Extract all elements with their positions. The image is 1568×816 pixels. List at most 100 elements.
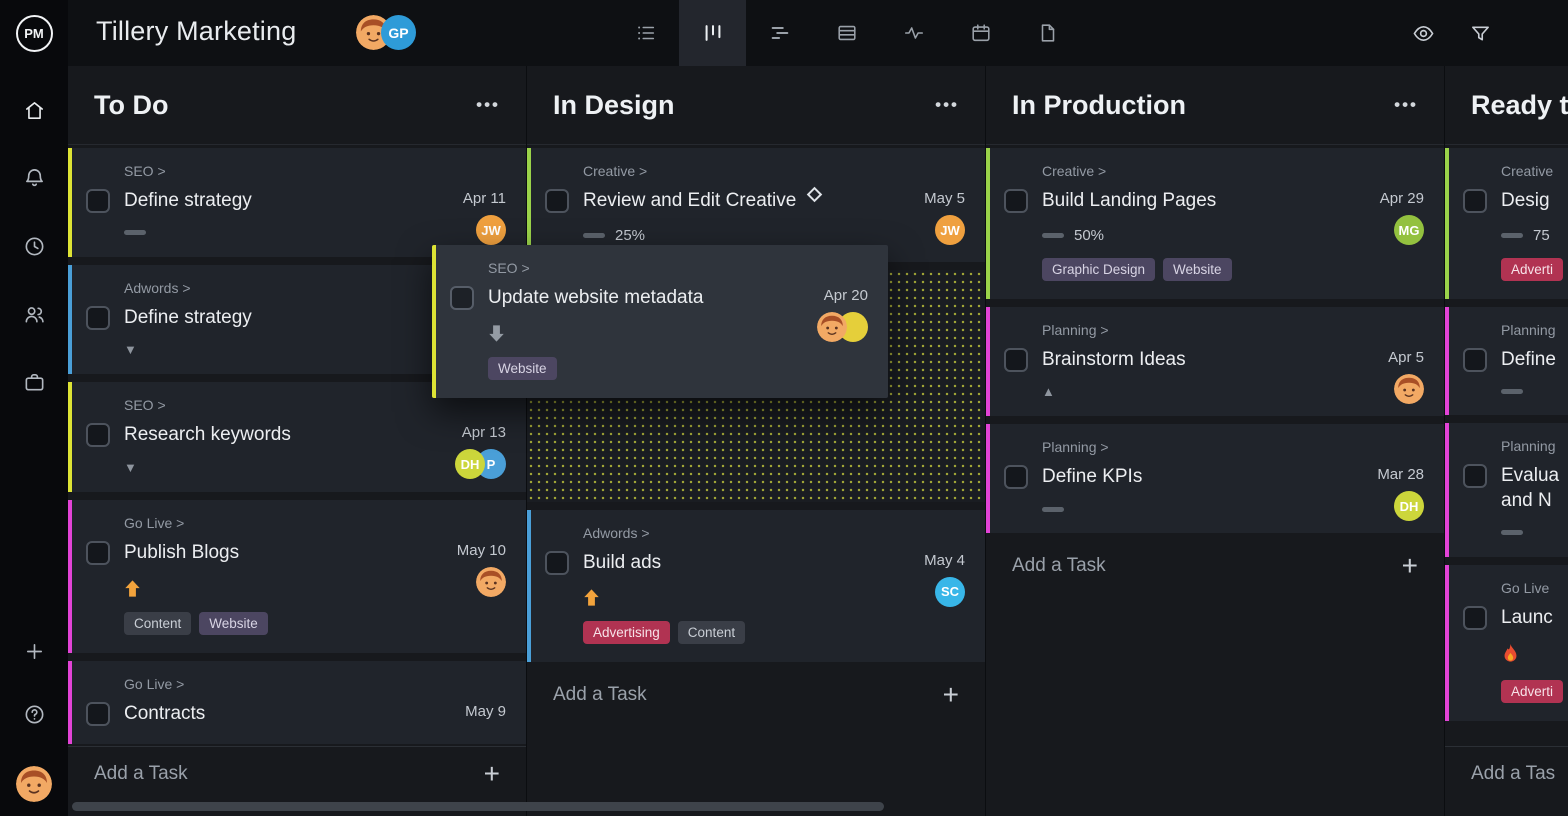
view-tab-board-view[interactable]: [679, 0, 746, 66]
view-tab-activity-view[interactable]: [880, 0, 947, 66]
task-checkbox[interactable]: [86, 306, 110, 330]
task-checkbox[interactable]: [1004, 465, 1028, 489]
task-checkbox[interactable]: [545, 189, 569, 213]
clock-icon[interactable]: [23, 235, 46, 258]
task-checkbox[interactable]: [1004, 189, 1028, 213]
plus-icon[interactable]: [23, 640, 46, 663]
task-checkbox[interactable]: [86, 541, 110, 565]
add-task-label: Add a Task: [94, 763, 188, 785]
project-member-avatars[interactable]: GP: [356, 15, 416, 50]
dragged-task-card[interactable]: SEO >Update website metadataWebsiteApr 2…: [432, 245, 888, 398]
add-task-button[interactable]: Add a Task+: [986, 537, 1444, 595]
current-user-avatar[interactable]: [16, 766, 52, 802]
progress-bar: [1042, 507, 1064, 512]
task-checkbox[interactable]: [1004, 348, 1028, 372]
task-category: Creative >: [583, 163, 967, 179]
task-checkbox[interactable]: [545, 551, 569, 575]
task-card[interactable]: Planning >Define KPIsMar 28DH: [986, 424, 1444, 533]
column-menu-icon[interactable]: •••: [1394, 95, 1418, 115]
task-checkbox[interactable]: [1463, 189, 1487, 213]
task-checkbox[interactable]: [86, 189, 110, 213]
task-category: Planning: [1501, 322, 1568, 338]
column-in-production: In Production ••• Creative > Build Landing …: [986, 66, 1445, 816]
assignee-avatars: JW: [476, 215, 506, 245]
horizontal-scrollbar[interactable]: [72, 802, 884, 811]
task-card[interactable]: Planning Define: [1445, 307, 1568, 416]
avatar-JW: JW: [935, 215, 965, 245]
due-date: Mar 28: [1377, 466, 1424, 483]
column-menu-icon[interactable]: •••: [476, 95, 500, 115]
task-title-row: Research keywords: [86, 423, 508, 448]
column-title: In Production: [1012, 90, 1186, 121]
view-tab-sheet-view[interactable]: [813, 0, 880, 66]
view-tab-list-view[interactable]: [612, 0, 679, 66]
doc-view-icon: [1037, 22, 1059, 44]
task-priority: ▲: [1042, 385, 1426, 398]
briefcase-icon[interactable]: [23, 371, 46, 394]
column-ready-t: Ready t•••CreativeDesig75AdvertiPlanning…: [1445, 66, 1568, 816]
task-title: Define strategy: [124, 189, 252, 214]
task-card[interactable]: Go Live >Publish BlogsContentWebsiteMay …: [68, 500, 526, 653]
task-title: Build Landing Pages: [1042, 189, 1216, 214]
task-priority: [124, 579, 508, 598]
task-checkbox[interactable]: [1463, 464, 1487, 488]
view-tab-doc-view[interactable]: [1014, 0, 1081, 66]
task-title-row: Define strategy: [86, 189, 508, 214]
view-tab-gantt-view[interactable]: [746, 0, 813, 66]
task-checkbox[interactable]: [450, 286, 474, 310]
task-meta: May 4SC: [924, 552, 965, 607]
task-priority: [583, 588, 967, 607]
task-title-row: Brainstorm Ideas: [1004, 348, 1426, 373]
task-progress: 25%: [583, 227, 967, 244]
task-category: Planning >: [1042, 322, 1426, 338]
task-card[interactable]: PlanningEvalua and N: [1445, 423, 1568, 556]
task-card[interactable]: Adwords > Build ads AdvertisingContent May …: [527, 510, 985, 663]
view-tab-calendar-view[interactable]: [947, 0, 1014, 66]
task-checkbox[interactable]: [1463, 606, 1487, 630]
task-priority: ▼: [124, 461, 508, 474]
task-card[interactable]: Go LiveLauncAdverti: [1445, 565, 1568, 722]
task-title: Brainstorm Ideas: [1042, 348, 1186, 373]
bell-icon[interactable]: [23, 167, 46, 190]
task-category: Adwords >: [583, 525, 967, 541]
task-category: Creative >: [1042, 163, 1426, 179]
task-title-row: Contracts: [86, 702, 508, 727]
team-icon[interactable]: [23, 303, 46, 326]
task-tags: ContentWebsite: [124, 612, 508, 635]
task-card[interactable]: CreativeDesig75Adverti: [1445, 148, 1568, 299]
add-task-button[interactable]: Add a Task+: [68, 746, 526, 800]
task-title-row: Define: [1463, 348, 1568, 373]
add-task-label: Add a Task: [553, 684, 647, 706]
column-menu-icon[interactable]: •••: [935, 95, 959, 115]
task-progress: [124, 227, 508, 239]
task-priority: [488, 324, 870, 343]
task-card[interactable]: SEO >Research keywords▼Apr 13DHP: [68, 382, 526, 492]
task-card[interactable]: Planning >Brainstorm Ideas▲Apr 5: [986, 307, 1444, 417]
eye-icon[interactable]: [1412, 22, 1435, 45]
task-category: SEO >: [124, 397, 508, 413]
task-checkbox[interactable]: [1463, 348, 1487, 372]
sidebar-nav: [23, 99, 46, 394]
board-view-icon: [702, 22, 724, 44]
task-card[interactable]: SEO >Define strategyApr 11JW: [68, 148, 526, 257]
task-category: SEO >: [488, 260, 870, 276]
tag-website: Website: [1163, 258, 1232, 281]
tag-website: Website: [488, 357, 557, 380]
task-card[interactable]: Go Live >ContractsMay 9: [68, 661, 526, 745]
app-logo[interactable]: PM: [0, 0, 68, 66]
assignee-avatars: DH: [1394, 491, 1424, 521]
filter-icon[interactable]: [1469, 22, 1492, 45]
task-card[interactable]: Creative >Build Landing Pages50%Graphic …: [986, 148, 1444, 299]
task-checkbox[interactable]: [86, 702, 110, 726]
add-task-button[interactable]: Add a Tas+: [1445, 746, 1568, 800]
add-task-button[interactable]: Add a Task+: [527, 666, 985, 724]
user-face-avatar: [817, 312, 847, 342]
task-tags: AdvertisingContent: [583, 621, 967, 644]
task-title: Build ads: [583, 551, 661, 576]
priority-low-arrow-icon: [488, 324, 505, 343]
help-icon[interactable]: [23, 703, 46, 726]
task-tags: Adverti: [1501, 258, 1568, 281]
task-checkbox[interactable]: [86, 423, 110, 447]
assignee-avatars: [476, 567, 506, 597]
home-icon[interactable]: [23, 99, 46, 122]
